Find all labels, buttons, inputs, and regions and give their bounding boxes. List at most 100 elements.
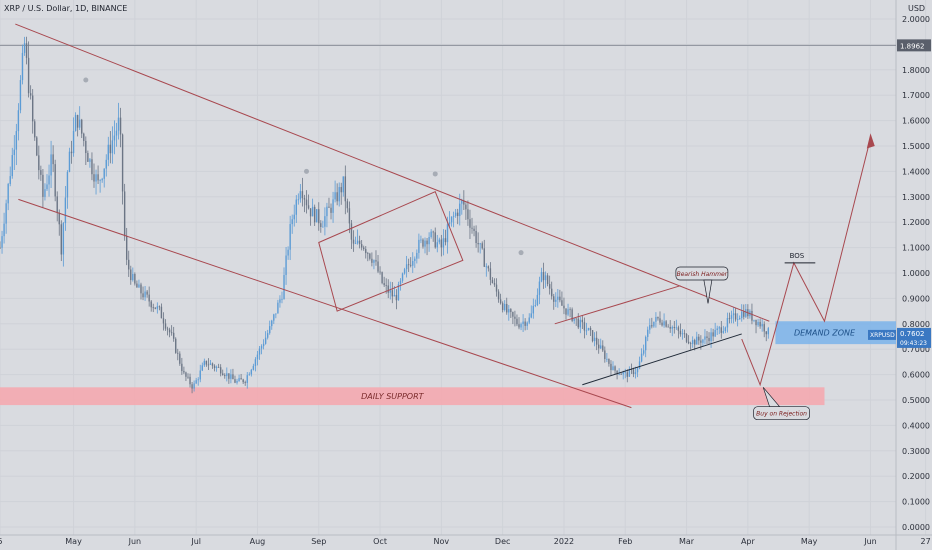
candle-body xyxy=(356,240,359,244)
candle-body xyxy=(44,189,46,197)
candle-body xyxy=(56,196,58,213)
candle xyxy=(275,313,277,319)
candle xyxy=(495,278,498,297)
candle-body xyxy=(42,174,44,197)
candle xyxy=(375,250,377,266)
candle xyxy=(647,326,649,342)
candle xyxy=(228,373,230,384)
candle-body xyxy=(9,176,11,184)
y-tick-label: 0.8000 xyxy=(902,320,930,329)
candle xyxy=(397,281,400,301)
candle-body xyxy=(219,367,222,374)
candle xyxy=(197,377,199,386)
candle xyxy=(677,325,680,339)
candle xyxy=(608,358,610,367)
candle xyxy=(741,304,743,322)
candle xyxy=(330,203,332,220)
candle xyxy=(166,326,169,336)
candle xyxy=(78,106,81,130)
candle xyxy=(559,289,561,303)
candle-body xyxy=(565,308,567,315)
candle xyxy=(158,305,161,311)
candle xyxy=(199,364,201,383)
candle xyxy=(638,356,641,370)
candle-body xyxy=(146,291,148,295)
candle xyxy=(483,239,485,268)
time-axis[interactable]: 5 May Jun Jul Aug Sep Oct Nov Dec 2022 Feb Mar Apr Ma… xyxy=(0,537,931,546)
candle xyxy=(728,312,731,324)
candle xyxy=(219,364,222,377)
candle xyxy=(506,297,508,315)
candle-body xyxy=(83,133,85,141)
candle xyxy=(412,252,414,273)
candle-body xyxy=(316,209,318,223)
candle-body xyxy=(405,264,408,270)
candle-body xyxy=(426,240,428,245)
candle xyxy=(183,366,185,375)
candle xyxy=(277,299,279,314)
candle-body xyxy=(68,151,71,172)
candle-body xyxy=(187,376,189,378)
candle-body xyxy=(50,154,52,176)
candle-body xyxy=(111,140,114,154)
candle-body xyxy=(363,247,365,250)
candle-body xyxy=(256,354,259,360)
candle-body xyxy=(201,365,203,371)
candle-body xyxy=(602,345,604,351)
candle xyxy=(316,209,318,223)
candle xyxy=(213,364,216,372)
channel-upper-trendline xyxy=(15,23,770,322)
candle xyxy=(665,320,667,328)
candle xyxy=(745,303,747,318)
candle xyxy=(338,182,340,207)
candles-layer[interactable] xyxy=(0,36,769,394)
candle xyxy=(432,230,434,242)
candle-body xyxy=(91,159,93,175)
candle-body xyxy=(342,176,344,193)
candle-body xyxy=(667,326,669,328)
candle xyxy=(577,313,579,330)
candle xyxy=(724,326,727,334)
x-tick-label: May xyxy=(65,537,82,546)
candle xyxy=(738,315,741,320)
candle-body xyxy=(473,228,475,231)
candle-body xyxy=(215,366,218,369)
candle-body xyxy=(134,273,136,284)
candle-body xyxy=(354,243,357,245)
candle-body xyxy=(97,174,99,181)
candle xyxy=(475,225,477,248)
candle-body xyxy=(281,298,283,300)
candle xyxy=(548,275,551,295)
candle-body xyxy=(262,343,265,347)
candle xyxy=(765,331,767,342)
candle-body xyxy=(27,57,30,94)
candle xyxy=(485,263,488,277)
candle xyxy=(683,329,686,338)
candle xyxy=(187,373,189,379)
candle-body xyxy=(13,149,16,156)
candle xyxy=(430,229,432,239)
candle-body xyxy=(575,318,577,320)
candle-body xyxy=(99,180,101,182)
candle-body xyxy=(436,242,438,248)
candle-body xyxy=(534,305,537,306)
candle-body xyxy=(512,312,514,317)
candle-body xyxy=(297,199,300,201)
candle xyxy=(91,152,93,181)
candle xyxy=(266,329,269,340)
candle-body xyxy=(344,176,347,202)
y-tick-label: 1.0000 xyxy=(902,269,930,278)
candle-body xyxy=(191,384,193,389)
candle xyxy=(332,191,334,223)
candle xyxy=(117,102,120,140)
candle-body xyxy=(530,313,532,318)
candle-body xyxy=(31,95,34,122)
candle-body xyxy=(117,117,120,131)
candle-body xyxy=(301,191,304,199)
candle-body xyxy=(199,370,201,380)
candle xyxy=(258,345,261,360)
candle xyxy=(58,209,60,236)
demand-zone xyxy=(775,321,896,345)
y-tick-label: 1.4000 xyxy=(902,167,930,176)
